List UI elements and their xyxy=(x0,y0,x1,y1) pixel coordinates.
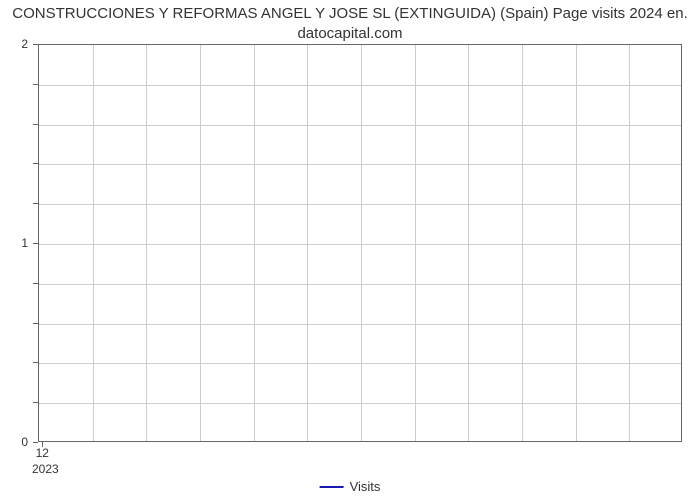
gridline-vertical xyxy=(254,45,255,441)
y-tick xyxy=(33,442,38,443)
x-tick xyxy=(42,442,43,447)
gridline-horizontal xyxy=(39,284,681,285)
legend-swatch xyxy=(320,486,344,488)
gridline-horizontal xyxy=(39,164,681,165)
gridline-vertical xyxy=(200,45,201,441)
gridline-horizontal xyxy=(39,204,681,205)
gridline-horizontal xyxy=(39,244,681,245)
y-tick xyxy=(33,243,38,244)
gridline-vertical xyxy=(522,45,523,441)
gridline-vertical xyxy=(93,45,94,441)
x-group-label: 2023 xyxy=(32,462,59,476)
y-tick-label: 1 xyxy=(0,236,28,250)
gridline-vertical xyxy=(361,45,362,441)
gridline-horizontal xyxy=(39,363,681,364)
chart-container: CONSTRUCCIONES Y REFORMAS ANGEL Y JOSE S… xyxy=(0,0,700,500)
y-tick xyxy=(33,323,38,324)
chart-title: CONSTRUCCIONES Y REFORMAS ANGEL Y JOSE S… xyxy=(0,4,700,43)
gridline-vertical xyxy=(307,45,308,441)
gridline-horizontal xyxy=(39,85,681,86)
legend-label: Visits xyxy=(350,479,381,494)
gridline-vertical xyxy=(629,45,630,441)
y-tick xyxy=(33,203,38,204)
y-tick xyxy=(33,283,38,284)
gridline-horizontal xyxy=(39,324,681,325)
gridline-horizontal xyxy=(39,125,681,126)
gridline-vertical xyxy=(576,45,577,441)
gridline-vertical xyxy=(468,45,469,441)
chart-title-line1: CONSTRUCCIONES Y REFORMAS ANGEL Y JOSE S… xyxy=(12,5,688,22)
y-tick-label: 0 xyxy=(0,435,28,449)
y-tick xyxy=(33,163,38,164)
y-tick xyxy=(33,402,38,403)
gridline-vertical xyxy=(146,45,147,441)
legend: Visits xyxy=(320,479,381,494)
y-tick xyxy=(33,362,38,363)
gridline-horizontal xyxy=(39,403,681,404)
x-tick-label: 12 xyxy=(36,446,49,460)
y-tick-label: 2 xyxy=(0,37,28,51)
y-tick xyxy=(33,84,38,85)
gridline-vertical xyxy=(415,45,416,441)
y-tick xyxy=(33,124,38,125)
plot-area xyxy=(38,44,682,442)
chart-title-line2: datocapital.com xyxy=(297,25,402,42)
y-tick xyxy=(33,44,38,45)
